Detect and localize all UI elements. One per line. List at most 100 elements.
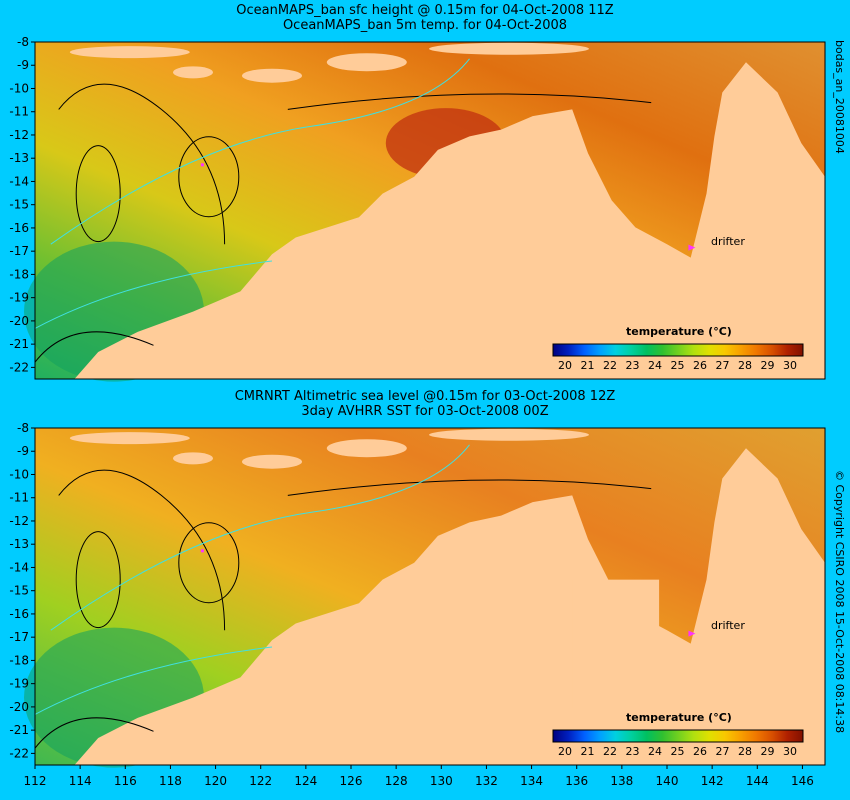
panel2-side-label: © Copyright CSIRO 2008 15-Oct-2008 08:14… xyxy=(833,470,846,734)
colorbar xyxy=(552,343,804,357)
lat-label: -8 xyxy=(17,421,29,435)
lat-label: -15 xyxy=(9,198,29,212)
colorbar-label: 24 xyxy=(648,359,662,372)
land-island xyxy=(69,432,190,445)
lat-label: -17 xyxy=(9,244,29,258)
drifter-marker xyxy=(688,630,696,637)
colorbar-label: 22 xyxy=(603,745,617,758)
colorbar-label: 20 xyxy=(558,359,572,372)
lat-label: -14 xyxy=(9,174,29,188)
colorbar-label: 22 xyxy=(603,359,617,372)
lon-label: 112 xyxy=(24,774,47,788)
land-island xyxy=(242,454,302,469)
drifter-marker xyxy=(688,244,696,251)
land-island xyxy=(173,66,213,79)
colorbar-label: 26 xyxy=(693,359,707,372)
colorbar-label: 21 xyxy=(581,745,595,758)
colorbar-label: 23 xyxy=(626,359,640,372)
isobath-line xyxy=(34,646,273,715)
panel1-drifter-label: drifter xyxy=(711,235,745,248)
lon-label: 120 xyxy=(204,774,227,788)
colorbar-label: 25 xyxy=(671,745,685,758)
colorbar-label: 28 xyxy=(738,745,752,758)
lon-label: 142 xyxy=(701,774,724,788)
land-island xyxy=(326,53,407,72)
panel1-title-line2: OceanMAPS_ban 5m temp. for 04-Oct-2008 xyxy=(282,18,568,33)
lat-label: -22 xyxy=(9,746,29,760)
lat-label: -19 xyxy=(9,291,29,305)
lon-label: 124 xyxy=(294,774,317,788)
colorbar-label: 25 xyxy=(671,359,685,372)
lat-label: -8 xyxy=(17,35,29,49)
lat-label: -20 xyxy=(9,700,29,714)
map-frame xyxy=(34,41,826,380)
lat-label: -20 xyxy=(9,314,29,328)
lat-label: -15 xyxy=(9,584,29,598)
lon-label: 132 xyxy=(475,774,498,788)
lat-label: -9 xyxy=(17,444,29,458)
lon-label: 134 xyxy=(520,774,543,788)
contour-line xyxy=(178,136,240,218)
lon-label: 128 xyxy=(385,774,408,788)
panel1-map: -8 -9 -10 -11 -12 -13 -14 -15 -16 -17 -18 -19 -20 -21… xyxy=(9,35,826,382)
lat-label: -19 xyxy=(9,677,29,691)
panel2-map: -8 -9 -10 -11 -12 -13 -14 -15 -16 -17 -18 -19 -20 -21… xyxy=(9,421,826,788)
panel2-drifter-label: drifter xyxy=(711,619,745,632)
panel2-title-line1: CMRNRT Altimetric sea level @0.15m for 0… xyxy=(234,389,616,404)
colorbar-label: 27 xyxy=(716,359,730,372)
colorbar-label: 26 xyxy=(693,745,707,758)
drifter-track xyxy=(200,549,204,553)
contour-line xyxy=(75,145,121,243)
lon-label: 118 xyxy=(159,774,182,788)
lon-label: 138 xyxy=(610,774,633,788)
lat-label: -16 xyxy=(9,607,29,621)
isobath-line xyxy=(50,58,470,245)
land-island xyxy=(429,42,589,55)
lat-label: -13 xyxy=(9,151,29,165)
contour-line xyxy=(58,83,226,245)
lat-label: -14 xyxy=(9,560,29,574)
contour-line xyxy=(287,479,652,496)
contour-line xyxy=(34,331,154,363)
lat-label: -17 xyxy=(9,630,29,644)
colorbar-label: 29 xyxy=(761,745,775,758)
colorbar-label: 27 xyxy=(716,745,730,758)
lon-label: 114 xyxy=(69,774,92,788)
contour-line xyxy=(287,93,652,110)
contour-line xyxy=(178,522,240,604)
colorbar xyxy=(552,729,804,743)
lat-label: -10 xyxy=(9,467,29,481)
land-island xyxy=(429,428,589,441)
isobath-line xyxy=(34,260,273,329)
lon-label: 130 xyxy=(430,774,453,788)
lat-label: -12 xyxy=(9,128,29,142)
lat-label: -18 xyxy=(9,267,29,281)
colorbar-label: 29 xyxy=(761,359,775,372)
lon-label: 116 xyxy=(114,774,137,788)
land-island xyxy=(173,452,213,465)
panel1-legend-title: temperature (°C) xyxy=(626,325,732,338)
colorbar-label: 21 xyxy=(581,359,595,372)
land-island xyxy=(69,46,190,59)
lon-label: 144 xyxy=(746,774,769,788)
lat-label: -11 xyxy=(9,491,29,505)
lat-label: -10 xyxy=(9,81,29,95)
isobath-line xyxy=(50,444,470,631)
map-frame xyxy=(34,427,826,766)
colorbar-label: 28 xyxy=(738,359,752,372)
lon-label: 122 xyxy=(249,774,272,788)
land-island xyxy=(242,68,302,83)
contour-line xyxy=(34,717,154,749)
lat-label: -18 xyxy=(9,653,29,667)
land-australia xyxy=(74,62,825,379)
panel2-legend-title: temperature (°C) xyxy=(626,711,732,724)
lat-label: -16 xyxy=(9,221,29,235)
colorbar-label: 30 xyxy=(783,745,797,758)
land-island xyxy=(326,439,407,458)
lat-label: -21 xyxy=(9,337,29,351)
panel2-title-line2: 3day AVHRR SST for 03-Oct-2008 00Z xyxy=(301,404,549,419)
contour-line xyxy=(58,469,226,631)
colorbar-label: 24 xyxy=(648,745,662,758)
lat-label: -22 xyxy=(9,360,29,374)
